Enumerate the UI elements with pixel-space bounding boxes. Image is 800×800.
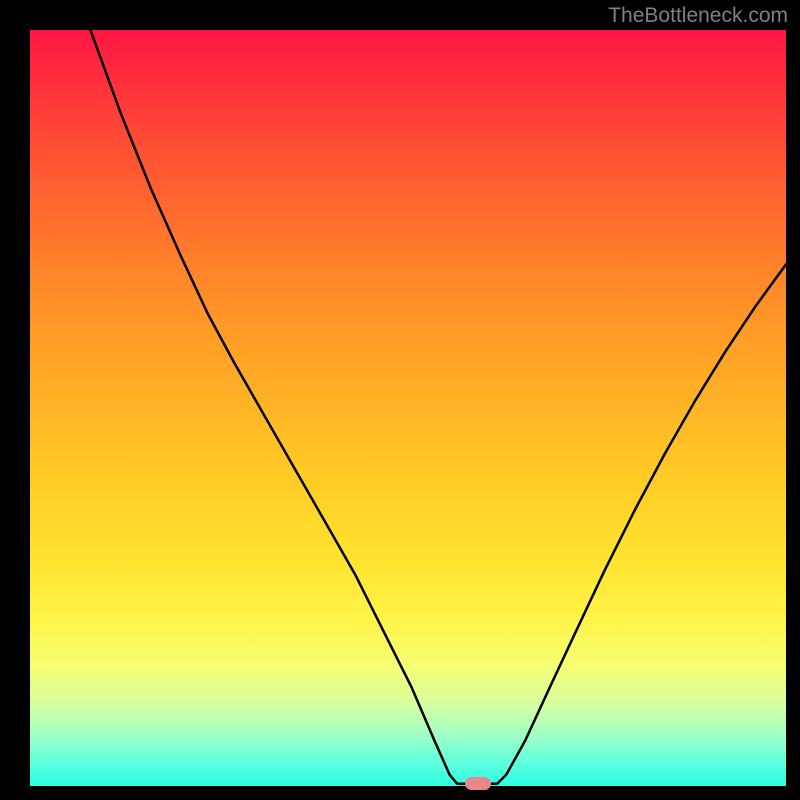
curve-overlay bbox=[30, 30, 786, 786]
plot-area bbox=[30, 30, 786, 786]
watermark-text: TheBottleneck.com bbox=[608, 4, 788, 28]
minimum-marker bbox=[465, 777, 491, 790]
chart-container: TheBottleneck.com bbox=[0, 0, 800, 800]
v-curve bbox=[90, 30, 786, 784]
